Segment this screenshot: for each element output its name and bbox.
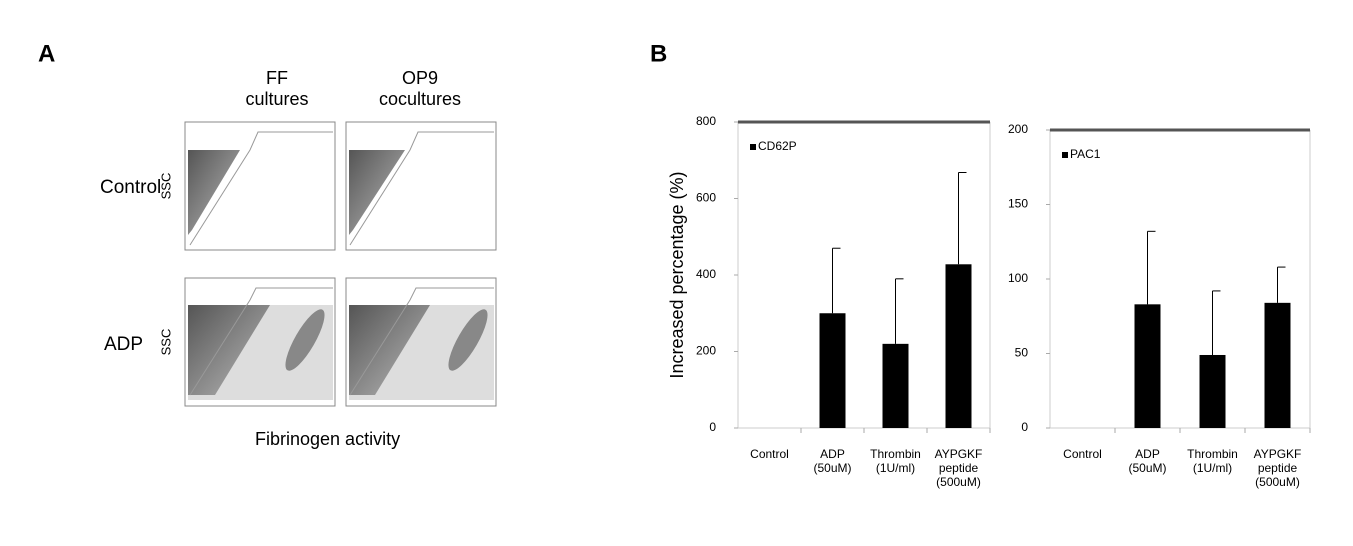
- bar: [1264, 302, 1291, 428]
- axis-label: SSC: [158, 329, 173, 356]
- y-axis-label: Increased percentage (%): [667, 171, 687, 378]
- legend-swatch: [750, 144, 756, 150]
- column-label: OP9 cocultures: [378, 68, 462, 109]
- row-label: Control: [100, 177, 161, 198]
- x-tick-label: ADP (50uM): [813, 447, 852, 475]
- panel-label: A: [38, 40, 55, 67]
- x-tick-label: AYPGKF peptide (500uM): [1253, 447, 1302, 489]
- panel-label: B: [650, 40, 667, 67]
- y-tick-label: 200: [1008, 122, 1028, 136]
- y-tick-label: 0: [1021, 420, 1028, 434]
- y-tick-label: 400: [696, 267, 716, 281]
- bar: [1134, 304, 1161, 428]
- axis-label: SSC: [158, 173, 173, 200]
- y-tick-label: 200: [696, 344, 716, 358]
- flow-plot: [184, 121, 497, 407]
- y-tick-label: 50: [1015, 346, 1029, 360]
- x-tick-label: Thrombin (1U/ml): [1187, 447, 1238, 475]
- x-tick-label: Thrombin (1U/ml): [870, 447, 921, 475]
- bar: [1199, 354, 1226, 428]
- x-tick-label: ADP (50uM): [1128, 447, 1167, 475]
- legend-swatch: [1062, 152, 1068, 158]
- bar: [819, 313, 846, 428]
- y-tick-label: 600: [696, 191, 716, 205]
- y-tick-label: 150: [1008, 197, 1028, 211]
- x-tick-label: AYPGKF peptide (500uM): [934, 447, 983, 489]
- legend-label: CD62P: [758, 139, 797, 153]
- row-label: ADP: [104, 334, 143, 355]
- bar: [882, 343, 909, 428]
- bar: [945, 264, 972, 428]
- axis-label: Fibrinogen activity: [255, 429, 400, 449]
- y-tick-label: 0: [709, 420, 716, 434]
- x-tick-label: Control: [750, 447, 789, 461]
- y-tick-label: 100: [1008, 271, 1028, 285]
- x-tick-label: Control: [1063, 447, 1102, 461]
- y-tick-label: 800: [696, 114, 716, 128]
- column-label: FF cultures: [245, 68, 309, 109]
- legend-label: PAC1: [1070, 147, 1101, 161]
